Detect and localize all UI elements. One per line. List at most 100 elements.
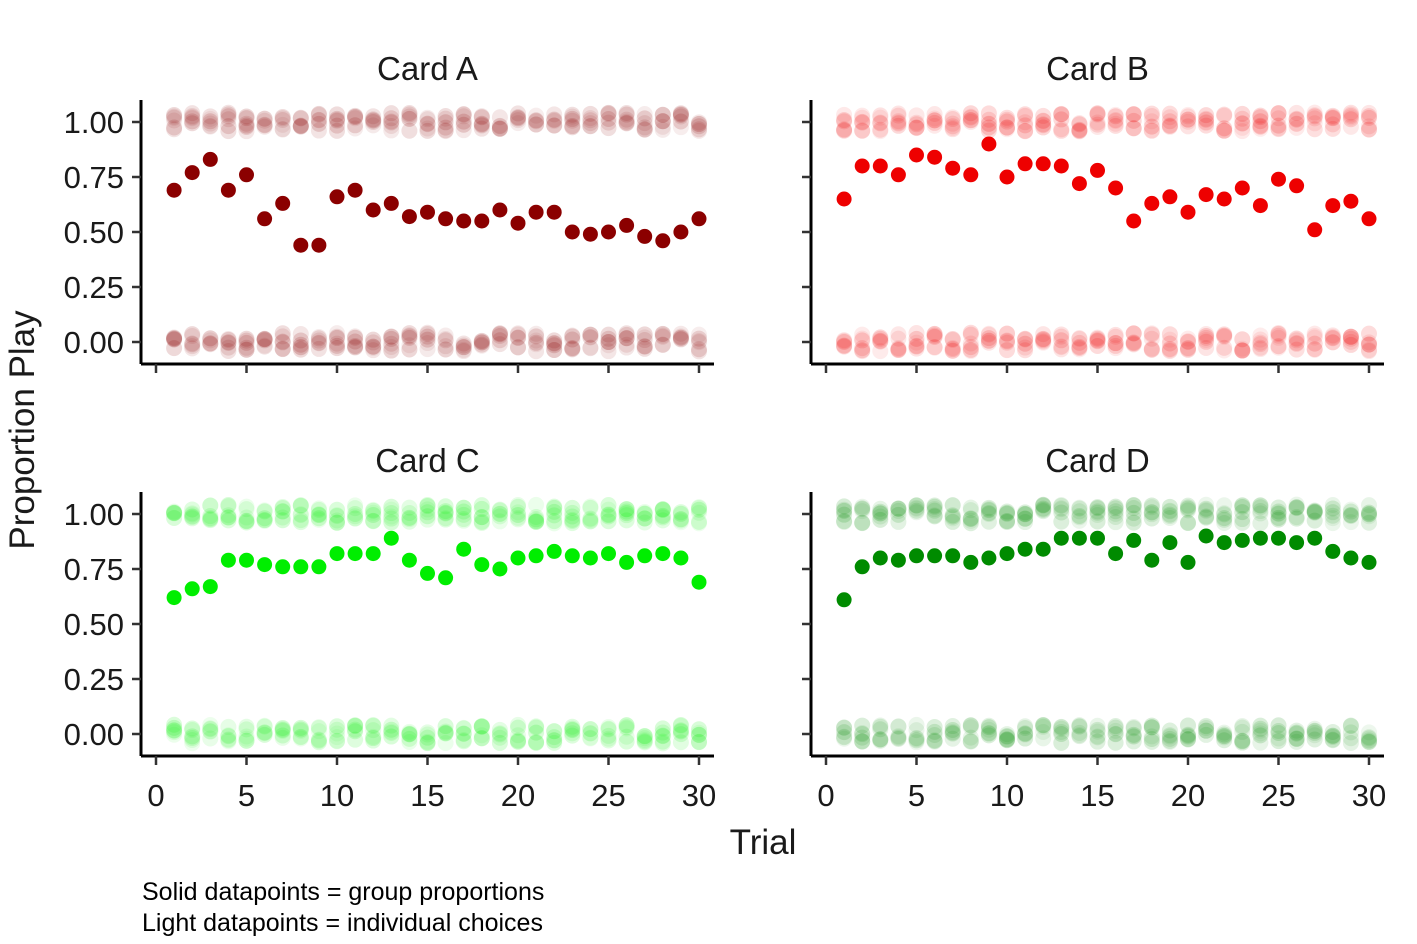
individual-choice-point — [1342, 330, 1359, 347]
individual-choice-point — [962, 733, 979, 750]
individual-choice-point — [455, 337, 472, 354]
individual-choice-point — [908, 732, 925, 749]
individual-choice-point — [347, 510, 364, 527]
individual-choice-point — [672, 511, 689, 528]
individual-choice-point — [347, 328, 364, 345]
y-axis-title: Proportion Play — [3, 310, 42, 550]
individual-choice-point — [944, 730, 961, 747]
individual-choice-point — [546, 112, 563, 129]
individual-choice-point — [347, 108, 364, 125]
group-proportion-point — [890, 552, 906, 568]
individual-choice-point — [383, 724, 400, 741]
individual-choice-point — [890, 341, 907, 358]
individual-choice-point — [1017, 330, 1034, 347]
individual-choice-point — [1125, 497, 1142, 514]
individual-choice-point — [1216, 106, 1233, 123]
individual-choice-point — [980, 724, 997, 741]
individual-choice-point — [1071, 338, 1088, 355]
individual-choice-point — [691, 114, 707, 131]
individual-choice-point — [636, 505, 653, 522]
individual-choice-point — [1125, 112, 1142, 129]
individual-choice-point — [1071, 728, 1088, 745]
individual-choice-point — [1216, 729, 1233, 746]
individual-choice-point — [1324, 334, 1341, 351]
group-proportion-point — [1071, 176, 1087, 192]
individual-choice-point — [238, 732, 255, 749]
individual-choice-point — [836, 498, 853, 515]
individual-choice-point — [962, 341, 979, 358]
individual-choice-point — [564, 718, 581, 735]
individual-choice-point — [528, 116, 545, 133]
individual-choice-point — [1270, 733, 1287, 750]
individual-choice-point — [202, 110, 219, 127]
group-proportion-point — [166, 182, 182, 198]
individual-choice-point — [1306, 115, 1323, 132]
individual-choice-point — [1125, 335, 1142, 352]
individual-choice-point — [220, 123, 237, 140]
individual-choice-point — [347, 337, 364, 354]
individual-choice-point — [564, 721, 581, 738]
individual-choice-point — [383, 342, 400, 359]
individual-choice-point — [401, 110, 418, 127]
individual-choice-point — [238, 514, 255, 531]
individual-choice-point — [980, 115, 997, 132]
individual-choice-point — [347, 508, 364, 525]
individual-choice-point — [1017, 730, 1034, 747]
individual-choice-point — [510, 105, 526, 122]
individual-choice-point — [1143, 341, 1160, 358]
individual-choice-point — [292, 497, 309, 514]
individual-choice-point — [202, 335, 219, 352]
individual-choice-point — [618, 720, 635, 737]
individual-choice-point — [419, 324, 436, 341]
group-proportion-point — [184, 165, 200, 181]
individual-choice-point — [1161, 118, 1178, 135]
individual-choice-point — [365, 506, 382, 523]
individual-choice-point — [618, 733, 635, 750]
individual-choice-point — [636, 121, 653, 138]
individual-choice-point — [564, 118, 581, 135]
individual-choice-point — [455, 720, 472, 737]
individual-choice-point — [980, 506, 997, 523]
individual-choice-point — [166, 509, 183, 526]
individual-choice-point — [926, 117, 943, 134]
individual-choice-point — [980, 330, 997, 347]
individual-choice-point — [1342, 501, 1359, 518]
individual-choice-point — [1252, 336, 1269, 353]
individual-choice-point — [908, 325, 925, 342]
individual-choice-point — [980, 119, 997, 136]
individual-choice-point — [654, 509, 671, 526]
group-proportion-point — [927, 548, 943, 564]
individual-choice-point — [1324, 327, 1341, 344]
individual-choice-point — [872, 107, 889, 124]
group-proportion-point — [1307, 222, 1323, 238]
individual-choice-point — [854, 726, 871, 743]
individual-choice-point — [1198, 107, 1215, 124]
individual-choice-point — [347, 107, 364, 124]
individual-choice-point — [944, 115, 961, 132]
individual-choice-point — [365, 339, 382, 356]
individual-choice-point — [166, 716, 183, 733]
individual-choice-point — [1361, 729, 1377, 746]
individual-choice-point — [365, 722, 382, 739]
individual-choice-point — [582, 513, 599, 530]
individual-choice-point — [184, 335, 201, 352]
individual-choice-point — [1252, 720, 1269, 737]
individual-choice-point — [383, 508, 400, 525]
individual-choice-point — [1270, 505, 1287, 522]
individual-choice-point — [564, 512, 581, 529]
x-axis-title: Trial — [730, 823, 797, 862]
individual-choice-point — [1017, 718, 1034, 735]
individual-choice-point — [202, 510, 219, 527]
individual-choice-point — [1107, 106, 1124, 123]
individual-choice-point — [473, 109, 490, 126]
individual-choice-point — [1143, 122, 1160, 139]
individual-choice-point — [872, 717, 889, 734]
individual-choice-point — [926, 326, 943, 343]
individual-choice-point — [419, 120, 436, 137]
individual-choice-point — [962, 112, 979, 129]
individual-choice-point — [926, 339, 943, 356]
individual-choice-point — [691, 118, 707, 135]
individual-choice-point — [491, 325, 508, 342]
individual-choice-point — [980, 502, 997, 519]
individual-choice-point — [528, 112, 545, 129]
